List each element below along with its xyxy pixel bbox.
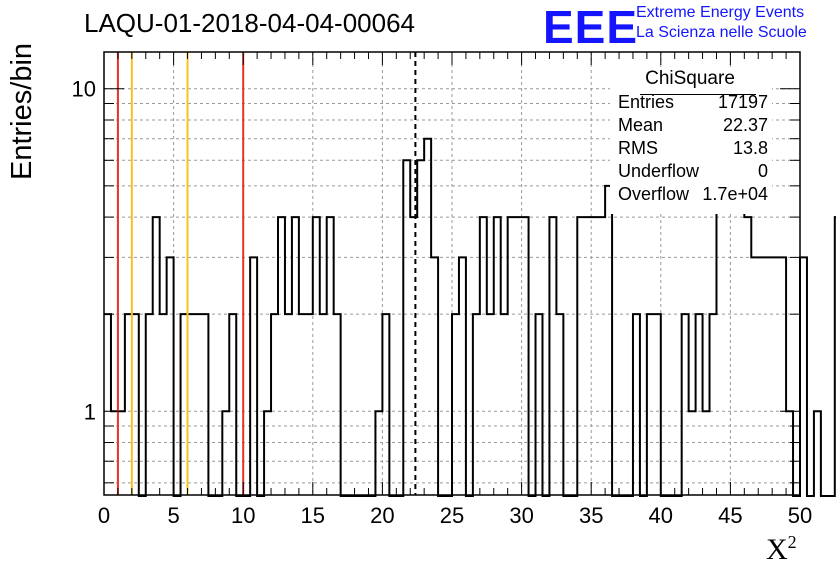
histogram-series [104,137,836,497]
stats-value: 22.37 [722,115,768,135]
x-tick-label: 10 [231,503,255,528]
x-tick-label: 5 [167,503,179,528]
run-title: LAQU-01-2018-04-04-00064 [84,8,415,38]
y-tick-label: 10 [72,77,96,102]
stats-key: RMS [618,138,658,158]
stats-key: Underflow [618,161,700,181]
x-tick-label: 50 [788,503,812,528]
stats-key: Entries [618,92,675,112]
stats-box: ChiSquare Entries 17197 Mean 22.37 RMS 1… [610,68,772,214]
stats-title: ChiSquare [645,68,735,89]
stats-value: 1.7e+04 [702,184,768,204]
eee-logo: EEE [543,1,639,53]
stats-value: 17197 [717,92,768,112]
x-axis-label: X2 [766,532,797,567]
y-axis-label: Entries/bin [6,42,38,180]
x-tick-label: 20 [370,503,394,528]
logo-line-1: Extreme Energy Events [636,4,805,21]
stats-key: Overflow [618,184,690,204]
x-tick-label: 45 [718,503,742,528]
x-tick-label: 0 [98,503,110,528]
y-tick-label: 1 [84,399,96,424]
x-axis-label-superscript: 2 [787,532,797,552]
x-tick-label: 35 [579,503,603,528]
x-tick-label: 30 [509,503,533,528]
x-tick-label: 40 [649,503,673,528]
logo-line-2: La Scienza nelle Scuole [636,24,807,41]
stats-value: 0 [757,161,768,181]
x-tick-label: 25 [440,503,464,528]
stats-value: 13.8 [732,138,768,158]
stats-divider [640,94,756,95]
x-axis-label-base: X [766,533,788,566]
stats-key: Mean [618,115,664,135]
x-tick-label: 15 [301,503,325,528]
